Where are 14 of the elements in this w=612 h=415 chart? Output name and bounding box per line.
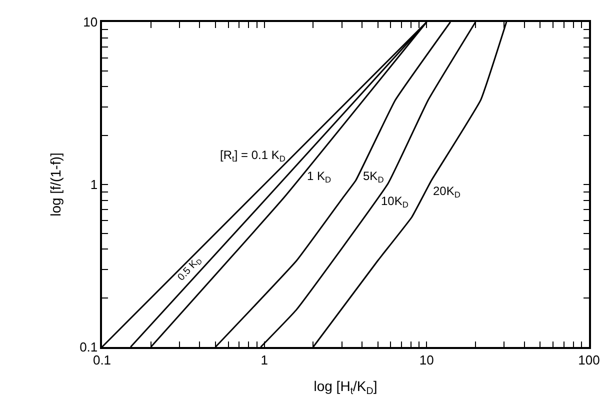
y-tick-label: 10 [83, 14, 98, 30]
series-label: [R$_{t}$] = 0.1 K$_{D}$ [220, 148, 286, 164]
x-tick-label: 100 [578, 352, 600, 368]
y-tick-label: 1 [90, 177, 98, 192]
x-axis-title: log [H$_{t}$/K$_{D}$] [314, 378, 378, 398]
series-label: 20K$_{D}$ [433, 184, 460, 200]
x-tick-label: 1 [260, 352, 268, 368]
y-axis-title: log [f/(1-f)] [48, 152, 64, 216]
series-label: 5K$_{D}$ [363, 169, 384, 185]
series-label: 1 K$_{D}$ [307, 169, 332, 185]
y-tick-label: 0.1 [80, 340, 98, 355]
x-tick-label: 10 [419, 352, 434, 368]
x-tick-label: 0.1 [92, 352, 112, 368]
series-label: 10K$_{D}$ [381, 194, 408, 210]
